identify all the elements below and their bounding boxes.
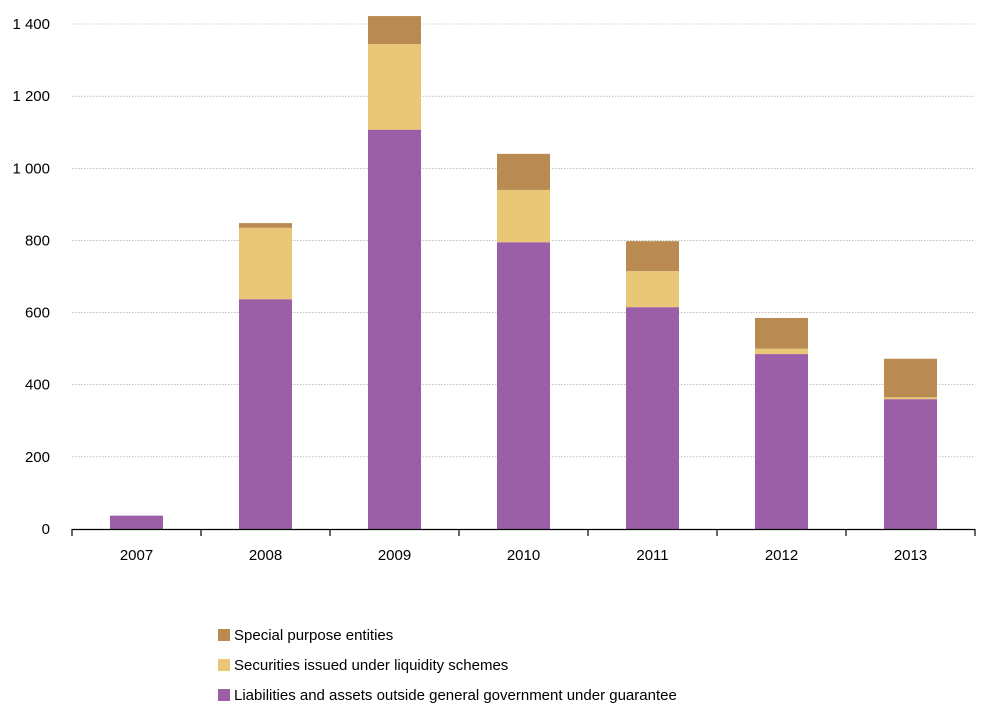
bar-2010-series-0 bbox=[497, 242, 550, 529]
bar-2012-series-0 bbox=[755, 354, 808, 529]
x-tick-label-2008: 2008 bbox=[249, 547, 282, 564]
legend: Special purpose entities Securities issu… bbox=[218, 620, 677, 710]
bar-2013-series-2 bbox=[884, 358, 937, 398]
legend-swatch-securities-liquidity-schemes bbox=[218, 659, 230, 671]
y-tick-label-400: 400 bbox=[25, 377, 50, 394]
bar-2010-series-2 bbox=[497, 153, 550, 190]
legend-label-securities-liquidity-schemes: Securities issued under liquidity scheme… bbox=[234, 656, 509, 674]
legend-item-liabilities-assets-guarantee: Liabilities and assets outside general g… bbox=[218, 680, 677, 710]
bar-2008-series-2 bbox=[239, 223, 292, 228]
bar-2012-series-1 bbox=[755, 348, 808, 355]
bar-2013-series-1 bbox=[884, 397, 937, 400]
bar-2008-series-1 bbox=[239, 227, 292, 300]
y-tick-label-1200: 1 200 bbox=[12, 88, 50, 105]
y-tick-label-0: 0 bbox=[42, 521, 50, 538]
legend-swatch-liabilities-assets-guarantee bbox=[218, 689, 230, 701]
stacked-bar-chart: 0 200 400 600 800 1 000 1 200 1 400 2007 2008 2009… bbox=[12, 16, 976, 564]
bar-2012-series-2 bbox=[755, 317, 808, 349]
y-tick-label-1400: 1 400 bbox=[12, 16, 50, 33]
legend-item-special-purpose-entities: Special purpose entities bbox=[218, 620, 677, 650]
legend-label-special-purpose-entities: Special purpose entities bbox=[234, 626, 394, 644]
bar-2009-series-1 bbox=[368, 44, 421, 130]
bar-2007-series-0 bbox=[110, 515, 163, 529]
axes: 0 200 400 600 800 1 000 1 200 1 400 2007 2008 2009… bbox=[12, 16, 976, 564]
bar-2011-series-1 bbox=[626, 271, 679, 308]
bar-2013-series-0 bbox=[884, 399, 937, 529]
x-tick-label-2012: 2012 bbox=[765, 547, 798, 564]
legend-label-liabilities-assets-guarantee: Liabilities and assets outside general g… bbox=[234, 686, 677, 704]
y-tick-label-1000: 1 000 bbox=[12, 160, 50, 177]
bar-2008-series-0 bbox=[239, 299, 292, 529]
x-tick-label-2009: 2009 bbox=[378, 547, 411, 564]
x-tick-label-2010: 2010 bbox=[507, 547, 540, 564]
x-tick-label-2011: 2011 bbox=[636, 547, 668, 564]
bar-2011-series-0 bbox=[626, 307, 679, 529]
y-tick-label-600: 600 bbox=[25, 305, 50, 322]
legend-item-securities-liquidity-schemes: Securities issued under liquidity scheme… bbox=[218, 650, 677, 680]
bar-2010-series-1 bbox=[497, 189, 550, 243]
bars bbox=[110, 16, 937, 530]
bar-2009-series-0 bbox=[368, 129, 421, 530]
bar-2009-series-2 bbox=[368, 16, 421, 45]
legend-swatch-special-purpose-entities bbox=[218, 629, 230, 641]
x-tick-label-2013: 2013 bbox=[894, 547, 927, 564]
bar-2011-series-2 bbox=[626, 241, 679, 272]
x-tick-label-2007: 2007 bbox=[120, 547, 153, 564]
y-tick-label-800: 800 bbox=[25, 232, 50, 249]
y-tick-label-200: 200 bbox=[25, 449, 50, 466]
